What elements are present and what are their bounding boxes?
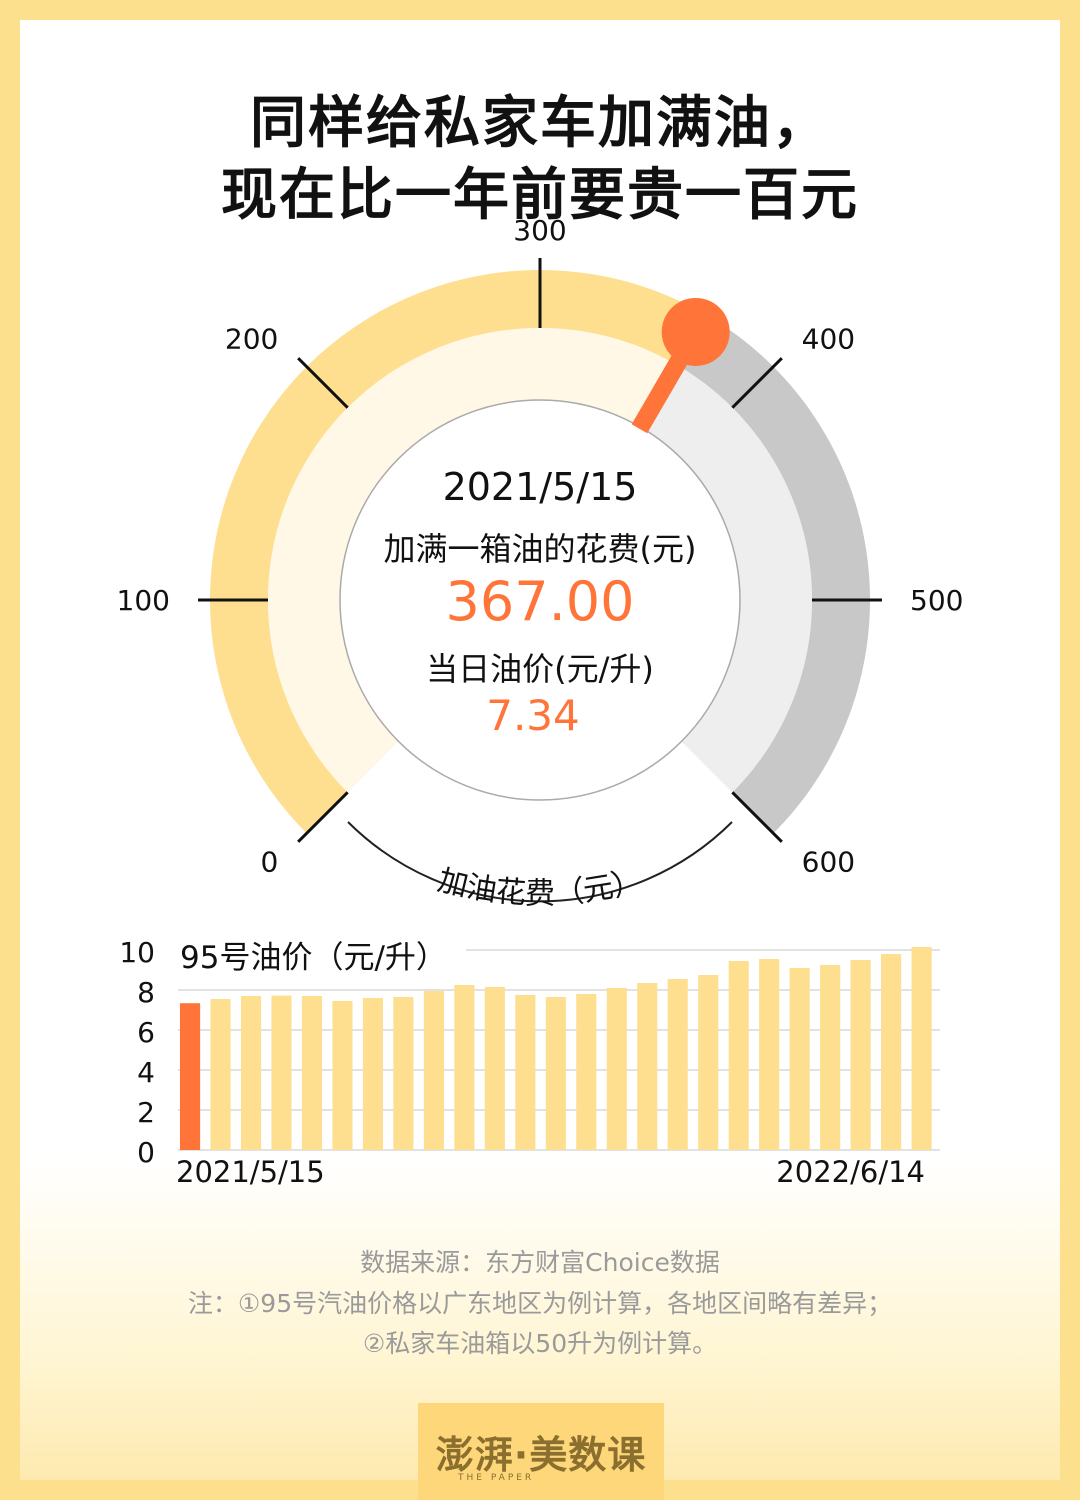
bar-19 [759, 959, 780, 1150]
title-line-1: 同样给私家车加满油， [250, 91, 830, 156]
bar-9 [454, 985, 475, 1150]
bar-11 [515, 995, 536, 1150]
bar-7 [393, 997, 414, 1150]
gauge-tick-label-400: 400 [802, 322, 855, 355]
gauge-needle-head [661, 297, 730, 366]
bar-21 [820, 965, 841, 1150]
cost-label: 加满一箱油的花费(元) [384, 530, 697, 568]
gauge-center-disc [339, 399, 741, 801]
gauge-outer-filled-arc [210, 270, 706, 834]
bar-24 [911, 947, 932, 1150]
y-tick-label-4: 4 [137, 1056, 155, 1089]
gauge-tick-600 [731, 791, 783, 843]
chart-title-bg [176, 932, 466, 976]
bar-13 [576, 994, 597, 1150]
note-2: ②私家车油箱以50升为例计算。 [362, 1329, 718, 1358]
title-line-2: 现在比一年前要贵一百元 [221, 163, 859, 228]
cost-value: 367.00 [446, 570, 635, 633]
gauge-tick-label-500: 500 [910, 584, 963, 617]
bar-3 [271, 995, 292, 1150]
gauge-inner-empty-arc [640, 364, 812, 793]
bar-5 [332, 1001, 353, 1150]
gauge-tick-200 [297, 357, 349, 409]
gauge-axis-arc [347, 821, 733, 903]
gauge-chart: 0 100 200 300 400 500 600 加油花费（元） 2021/5/15 加满… [117, 214, 964, 911]
bar-17 [698, 975, 719, 1150]
gauge-tick-label-200: 200 [225, 322, 278, 355]
gauge-axis-label: 加油花费（元） [434, 863, 645, 911]
bar-22 [850, 960, 871, 1150]
gauge-inner-filled-arc [268, 328, 677, 793]
note-1: 注：①95号汽油价格以广东地区为例计算，各地区间略有差异； [187, 1289, 893, 1318]
y-tick-label-2: 2 [137, 1096, 155, 1129]
brand-logo: 澎湃·美数课 THE PAPER [418, 1403, 664, 1500]
gauge-date: 2021/5/15 [443, 465, 638, 509]
x-end-label: 2022/6/14 [776, 1155, 925, 1189]
oil-price-bar-chart: 0 2 4 6 8 10 95号油价（元/升） 2021/5/15 2022/6/14 [119, 932, 940, 1189]
chart-title: 95号油价（元/升） [180, 940, 447, 976]
gauge-tick-label-100: 100 [117, 584, 170, 617]
y-tick-label-0: 0 [137, 1136, 155, 1169]
gauge-tick-label-300: 300 [513, 214, 566, 247]
bar-10 [484, 987, 505, 1150]
y-tick-label-10: 10 [119, 936, 155, 969]
logo-text: 澎湃·美数课 [435, 1433, 647, 1477]
data-source: 数据来源：东方财富Choice数据 [360, 1248, 720, 1277]
price-label: 当日油价(元/升) [426, 650, 654, 688]
gauge-outer-empty-arc [676, 314, 870, 834]
bar-4 [301, 996, 323, 1150]
bar-14 [606, 988, 627, 1150]
bar-20 [789, 968, 810, 1150]
bar-2 [240, 996, 262, 1150]
bar-0 [180, 1003, 201, 1150]
bar-8 [423, 991, 444, 1150]
bar-12 [545, 997, 566, 1150]
bar-1 [210, 999, 231, 1150]
bar-6 [362, 998, 383, 1150]
y-tick-label-8: 8 [137, 976, 155, 1009]
bar-16 [667, 979, 688, 1150]
bar-18 [728, 961, 749, 1150]
bar-15 [637, 983, 658, 1150]
x-start-label: 2021/5/15 [176, 1155, 325, 1189]
price-value: 7.34 [486, 691, 580, 740]
gauge-tick-400 [731, 357, 783, 409]
gauge-tick-label-600: 600 [802, 846, 855, 879]
gauge-tick-0 [297, 791, 349, 843]
bar-23 [881, 954, 902, 1150]
y-tick-label-6: 6 [137, 1016, 155, 1049]
logo-subtext: THE PAPER [458, 1473, 535, 1483]
gauge-tick-label-0: 0 [261, 846, 279, 879]
